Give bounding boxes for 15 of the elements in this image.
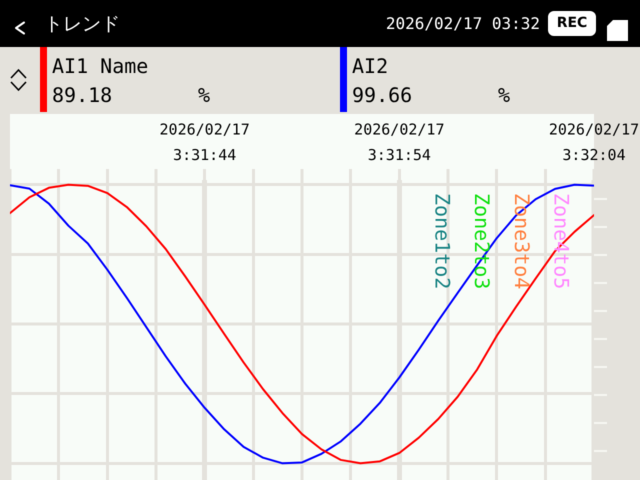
annotation: Zone1to2 [430,193,454,290]
text: 89.18 [52,83,112,107]
annotation: Zone2to3 [470,193,494,290]
x-tick-label: 2026/02/17 3:32:04 [548,120,640,164]
chart-title: トレンド [44,13,120,35]
x-tick-label: 2026/02/17 3:31:44 [160,120,250,164]
annotation: Zone3to4 [510,193,534,290]
legend-label: AI2 [352,54,388,78]
x-tick-label: 2026/02/17 3:31:54 [354,120,444,164]
text: 99.66 [352,83,412,107]
text: % [498,83,510,107]
y-axis-title: % [198,83,210,107]
text: 2026/02/17 03:32 [386,14,540,33]
legend-label: AI1 Name [52,54,148,78]
annotation: Zone4to5 [550,193,574,290]
